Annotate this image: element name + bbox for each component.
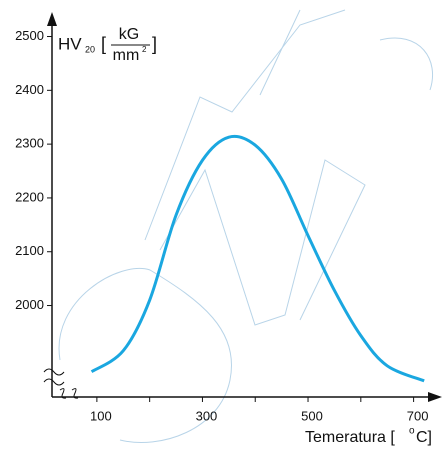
x-label-main: Temeratura [ <box>305 429 395 446</box>
y-label-main: HV <box>58 34 82 53</box>
break-mark <box>43 368 65 376</box>
y-label: HV 20 [ kG mm 2 ] <box>58 26 157 64</box>
x-label-unit: C] <box>416 429 432 446</box>
y-tick-label: 2500 <box>15 28 44 43</box>
break-mark <box>71 388 79 399</box>
watermark-shape <box>58 268 232 443</box>
y-label-denominator: mm <box>113 47 140 64</box>
x-label-sup: o <box>409 426 415 437</box>
break-mark <box>59 388 67 399</box>
y-tick-label: 2000 <box>15 297 44 312</box>
x-label: Temeratura [ o C] <box>305 426 432 447</box>
watermark <box>58 9 434 443</box>
y-tick-label: 2400 <box>15 82 44 97</box>
x-axis-arrow <box>428 392 442 402</box>
y-label-bracket: ] <box>152 34 157 54</box>
break-mark <box>43 378 65 386</box>
y-label-sub: 20 <box>85 44 95 54</box>
x-tick-label: 700 <box>407 408 429 423</box>
y-label-denominator-sup: 2 <box>142 45 147 54</box>
data-line <box>90 134 425 383</box>
y-label-bracket: [ <box>101 34 106 54</box>
watermark-shape <box>144 9 346 241</box>
y-label-numerator: kG <box>119 26 139 43</box>
x-tick-label: 300 <box>196 408 218 423</box>
watermark-shape <box>159 159 366 326</box>
y-axis-arrow <box>47 12 57 26</box>
x-tick-label: 100 <box>90 408 112 423</box>
x-tick-label: 500 <box>301 408 323 423</box>
watermark-shape <box>259 9 434 96</box>
y-tick-label: 2100 <box>15 243 44 258</box>
y-tick-label: 2300 <box>15 136 44 151</box>
axis-break <box>43 368 79 399</box>
y-tick-label: 2200 <box>15 189 44 204</box>
